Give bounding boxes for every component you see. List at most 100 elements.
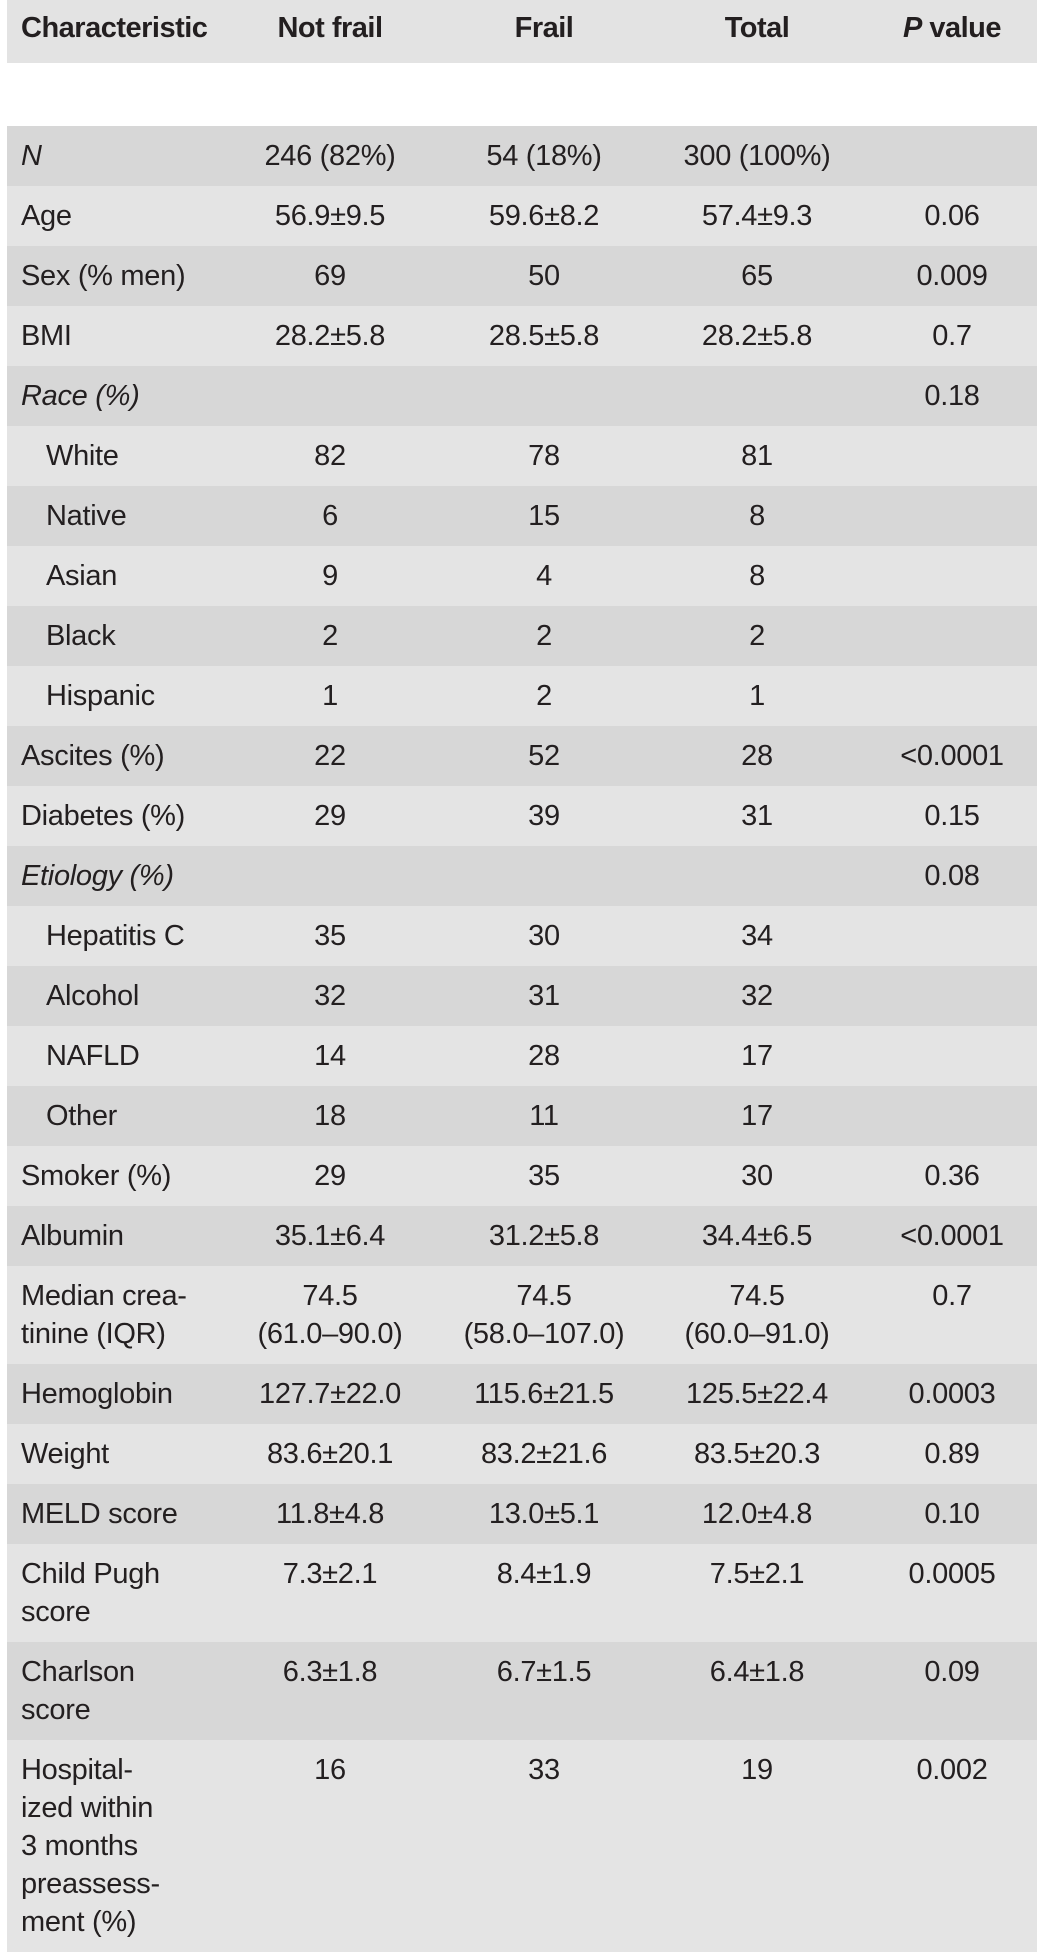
row-label: Race (%) (21, 380, 140, 412)
row-label: Asian (46, 560, 118, 592)
row-label: Charlson score (21, 1656, 135, 1726)
table-row: Etiology (%) 0.08 (7, 846, 1037, 906)
row-label: Median crea-tinine (IQR) (21, 1280, 187, 1350)
cell-frail: 8.4±1.9 (496, 1558, 592, 1590)
header-p-rest: value (921, 12, 1002, 44)
header-characteristic: Characteristic (21, 12, 208, 44)
header-p-italic: P (902, 12, 922, 44)
cell-frail: 52 (528, 740, 560, 772)
cell-frail: 35 (528, 1160, 560, 1192)
cell-frail: 83.2±21.6 (480, 1438, 608, 1470)
row-label: Other (46, 1100, 118, 1132)
row-label: Weight (21, 1438, 109, 1470)
cell-not-frail: 6 (322, 500, 338, 532)
cell-total: 34.4±6.5 (701, 1220, 813, 1252)
header-frail: Frail (514, 12, 574, 44)
table-row: MELD score 11.8±4.8 13.0±5.1 12.0±4.8 0.10 (7, 1484, 1037, 1544)
table-row: White 82 78 81 (7, 426, 1037, 486)
row-label: Hepatitis C (46, 920, 185, 952)
cell-not-frail: 246 (82%) (264, 140, 396, 172)
cell-p-value: 0.009 (916, 260, 988, 292)
cell-total: 125.5±22.4 (686, 1378, 828, 1410)
cell-frail: 15 (528, 500, 560, 532)
cell-p-value: 0.7 (932, 320, 972, 352)
cell-total: 81 (741, 440, 773, 472)
header-separator (7, 63, 1037, 126)
cell-total: 8 (749, 560, 765, 592)
header-not-frail: Not frail (277, 12, 383, 44)
cell-frail: 54 (18%) (486, 140, 602, 172)
table-row: Median crea-tinine (IQR) 74.5 (61.0–90.0) 7… (7, 1266, 1037, 1364)
table-row: Child Pugh score 7.3±2.1 8.4±1.9 7.5±2.1 0.00… (7, 1544, 1037, 1642)
cell-p-value: 0.002 (916, 1754, 988, 1786)
cell-total: 32 (741, 980, 773, 1012)
table-row: Albumin 35.1±6.4 31.2±5.8 34.4±6.5 <0.0001 (7, 1206, 1037, 1266)
cell-not-frail: 2 (322, 620, 338, 652)
row-label: Ascites (%) (21, 740, 165, 772)
table-row: Hepatitis C 35 30 34 (7, 906, 1037, 966)
cell-not-frail: 6.3±1.8 (282, 1656, 378, 1688)
table-row: Native 6 15 8 (7, 486, 1037, 546)
row-label: Age (21, 200, 72, 232)
row-label: Diabetes (%) (21, 800, 186, 832)
row-label: N (21, 140, 42, 172)
row-label: Black (46, 620, 116, 652)
table-row: Sex (% men) 69 50 65 0.009 (7, 246, 1037, 306)
cell-p-value (867, 906, 1037, 966)
cell-not-frail: 82 (314, 440, 346, 472)
header-row: Characteristic Not frail Frail Total P v… (7, 0, 1037, 63)
cell-not-frail: 28.2±5.8 (274, 320, 386, 352)
cell-not-frail (219, 366, 441, 426)
table-row: NAFLD 14 28 17 (7, 1026, 1037, 1086)
cell-p-value (867, 606, 1037, 666)
cell-p-value (867, 426, 1037, 486)
cell-not-frail: 18 (314, 1100, 346, 1132)
table-row: Hispanic 1 2 1 (7, 666, 1037, 726)
row-label: Hispanic (46, 680, 155, 712)
cell-p-value: 0.18 (924, 380, 980, 412)
row-label: White (46, 440, 119, 472)
cell-not-frail: 127.7±22.0 (259, 1378, 401, 1410)
cell-frail: 4 (536, 560, 552, 592)
cell-not-frail: 1 (322, 680, 338, 712)
cell-frail: 28 (528, 1040, 560, 1072)
table-row: Ascites (%) 22 52 28 <0.0001 (7, 726, 1037, 786)
cell-total: 57.4±9.3 (701, 200, 813, 232)
cell-not-frail: 7.3±2.1 (282, 1558, 378, 1590)
table-row: Asian 9 4 8 (7, 546, 1037, 606)
table-row: Age 56.9±9.5 59.6±8.2 57.4±9.3 0.06 (7, 186, 1037, 246)
cell-total: 2 (749, 620, 765, 652)
cell-total: 30 (741, 1160, 773, 1192)
table-row: Smoker (%) 29 35 30 0.36 (7, 1146, 1037, 1206)
cell-total: 8 (749, 500, 765, 532)
cell-total: 28 (741, 740, 773, 772)
table-header: Characteristic Not frail Frail Total P v… (7, 0, 1037, 126)
row-label: NAFLD (46, 1040, 140, 1072)
row-label: Sex (% men) (21, 260, 186, 292)
cell-frail: 30 (528, 920, 560, 952)
cell-p-value (867, 1026, 1037, 1086)
cell-frail: 11 (529, 1100, 559, 1132)
cell-p-value: 0.0003 (908, 1378, 996, 1410)
cell-p-value: <0.0001 (900, 740, 1004, 772)
cell-total: 12.0±4.8 (701, 1498, 813, 1530)
cell-p-value (867, 126, 1037, 186)
cell-not-frail: 9 (322, 560, 338, 592)
cell-p-value: 0.06 (924, 200, 980, 232)
cell-frail: 33 (528, 1754, 560, 1786)
cell-p-value: 0.15 (924, 800, 980, 832)
row-label: BMI (21, 320, 72, 352)
cell-not-frail: 35 (314, 920, 346, 952)
cell-frail: 2 (536, 620, 552, 652)
cell-total: 19 (741, 1754, 773, 1786)
cell-frail: 31 (528, 980, 560, 1012)
characteristics-table: Characteristic Not frail Frail Total P v… (7, 0, 1037, 1952)
cell-total: 83.5±20.3 (693, 1438, 821, 1470)
row-label: Child Pugh score (21, 1558, 160, 1628)
cell-total: 74.5 (60.0–91.0) (684, 1280, 830, 1350)
cell-not-frail: 22 (314, 740, 346, 772)
cell-not-frail: 16 (314, 1754, 346, 1786)
table-row: Diabetes (%) 29 39 31 0.15 (7, 786, 1037, 846)
table-row: Charlson score 6.3±1.8 6.7±1.5 6.4±1.8 0.09 (7, 1642, 1037, 1740)
row-label: Smoker (%) (21, 1160, 172, 1192)
